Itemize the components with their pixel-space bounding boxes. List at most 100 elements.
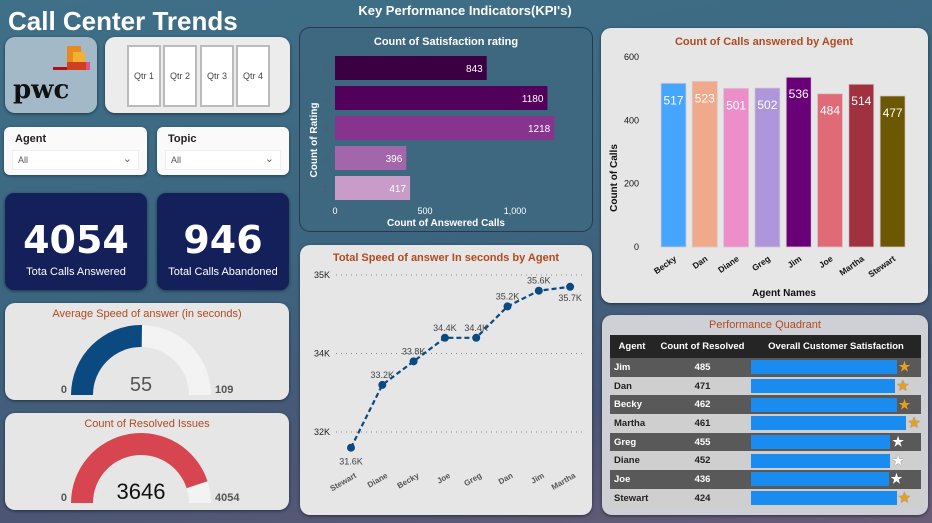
chevron-down-icon: ⌄: [122, 153, 132, 165]
data-point: [440, 333, 449, 342]
agent-filter[interactable]: Agent All ⌄: [4, 127, 147, 175]
satisfaction-cell: ★: [751, 395, 921, 415]
bar-label: 1218: [528, 124, 551, 135]
gauge-fill: [71, 325, 143, 395]
satisfaction-cell: ★: [751, 451, 921, 471]
star-icon: ★: [898, 359, 911, 375]
bar: [785, 76, 812, 248]
table-row[interactable]: Joe 436 ★: [610, 470, 921, 489]
bar-label: 523: [695, 91, 715, 105]
agent-cell: Dan: [610, 376, 654, 396]
bar: [335, 146, 407, 170]
bar: [723, 87, 749, 248]
satisfaction-bar: [751, 472, 889, 487]
calls-bar-chart: Count of Calls answered by Agent 0 200 400 6…: [609, 36, 906, 299]
x-tick-label: Joe: [435, 471, 452, 486]
gauge-chart: 3646 0 4054: [61, 433, 240, 504]
quarter-button[interactable]: Qtr 4: [236, 45, 270, 107]
bar: [817, 93, 843, 248]
data-label: 33.8K: [402, 346, 426, 356]
table-row[interactable]: Diane 452 ★: [610, 451, 921, 471]
topic-dropdown[interactable]: All ⌄: [165, 150, 281, 170]
x-tick-label: Jim: [786, 253, 804, 270]
series-line: [350, 285, 571, 449]
quarter-button[interactable]: Qtr 2: [163, 45, 197, 107]
quarter-button[interactable]: Qtr 3: [200, 45, 234, 107]
agent-dropdown[interactable]: All ⌄: [12, 150, 139, 170]
x-axis-title: Agent Names: [752, 288, 816, 299]
satisfaction-cell: ★: [751, 376, 921, 396]
x-tick-label: Greg: [750, 253, 772, 273]
topic-filter[interactable]: Topic All ⌄: [157, 127, 289, 175]
gauge-title: Count of Resolved Issues: [84, 418, 210, 430]
table-row[interactable]: Stewart 424 ★: [610, 488, 921, 508]
satisfaction-bar: [751, 453, 891, 468]
x-tick-label: 500: [417, 206, 432, 216]
agent-cell: Stewart: [610, 488, 654, 508]
satisfaction-cell: ★: [751, 414, 921, 433]
chart-title: Total Speed of answer In seconds by Agen…: [333, 252, 559, 264]
gauge-min: 0: [61, 492, 67, 504]
gauge-max: 109: [215, 384, 233, 396]
bar-label: 1180: [522, 94, 544, 105]
bar-label: 843: [466, 64, 483, 75]
table-row[interactable]: Dan 471 ★: [610, 376, 921, 396]
quarter-slicer: Qtr 1 Qtr 2 Qtr 3 Qtr 4: [105, 37, 290, 113]
gauge-title: Average Speed of answer (in seconds): [52, 308, 242, 320]
gauge-value: 3646: [117, 479, 166, 504]
y-tick-label: 600: [624, 52, 639, 62]
star-icon: ★: [897, 378, 909, 394]
data-label: 35.6K: [527, 276, 551, 286]
table-row[interactable]: Becky 462 ★: [610, 395, 921, 415]
resolved-cell: 461: [654, 414, 751, 433]
kpi-card-abandoned: 946 Total Calls Abandoned: [157, 193, 289, 290]
bar-label: 501: [726, 98, 746, 112]
speed-line-chart: Total Speed of answer In seconds by Agen…: [314, 252, 583, 493]
bar-label: 484: [820, 104, 840, 118]
pwc-logo: pwc: [5, 37, 97, 113]
x-tick-label: Stewart: [866, 253, 897, 279]
y-tick-label: 200: [624, 179, 639, 189]
x-tick-label: Diane: [366, 471, 390, 490]
column-header-satisfaction[interactable]: Overall Customer Satisfaction: [751, 335, 921, 358]
data-point: [534, 286, 543, 295]
column-header-resolved[interactable]: Count of Resolved: [654, 335, 751, 358]
data-label: 35.7K: [558, 293, 582, 303]
page-title: Call Center Trends: [8, 6, 238, 36]
x-tick-label: Becky: [396, 471, 421, 491]
bar: [879, 95, 906, 248]
table-row[interactable]: Jim 485 ★: [610, 358, 921, 377]
table-title: Performance Quadrant: [709, 319, 821, 331]
satisfaction-bar: [751, 379, 895, 394]
star-icon: ★: [892, 452, 904, 468]
quarter-button[interactable]: Qtr 1: [127, 45, 161, 107]
data-point: [378, 380, 387, 389]
star-icon: ★: [892, 434, 904, 450]
data-label: 31.6K: [339, 457, 363, 467]
x-tick-label: Dan: [497, 471, 515, 486]
y-tick-label: 400: [624, 115, 639, 125]
resolved-cell: 462: [654, 395, 751, 415]
data-label: 35.2K: [496, 291, 520, 301]
gauge-avg-speed: Average Speed of answer (in seconds) 55 0…: [5, 303, 289, 400]
x-tick-label: Greg: [463, 471, 484, 488]
bar-label: 396: [386, 154, 403, 165]
bar-label: 517: [663, 93, 683, 107]
resolved-cell: 471: [654, 376, 751, 396]
table-row[interactable]: Martha 461 ★: [610, 414, 921, 433]
table-row[interactable]: Greg 455 ★: [610, 432, 921, 452]
bar: [335, 56, 487, 80]
satisfaction-bar: [751, 397, 897, 412]
x-tick-label: Martha: [550, 471, 578, 492]
column-header-agent[interactable]: Agent: [610, 335, 654, 358]
bar: [335, 176, 411, 200]
satisfaction-cell: ★: [751, 358, 921, 377]
star-icon: ★: [890, 471, 903, 487]
agent-cell: Diane: [610, 451, 654, 471]
star-icon: ★: [908, 415, 920, 431]
x-tick-label: Diane: [716, 253, 741, 275]
satisfaction-chart: Count of Satisfaction rating 843 5 1180 4 121…: [300, 28, 592, 231]
x-tick-label: Stewart: [328, 471, 358, 493]
bar: [660, 82, 687, 248]
chevron-down-icon: ⌄: [264, 153, 274, 165]
